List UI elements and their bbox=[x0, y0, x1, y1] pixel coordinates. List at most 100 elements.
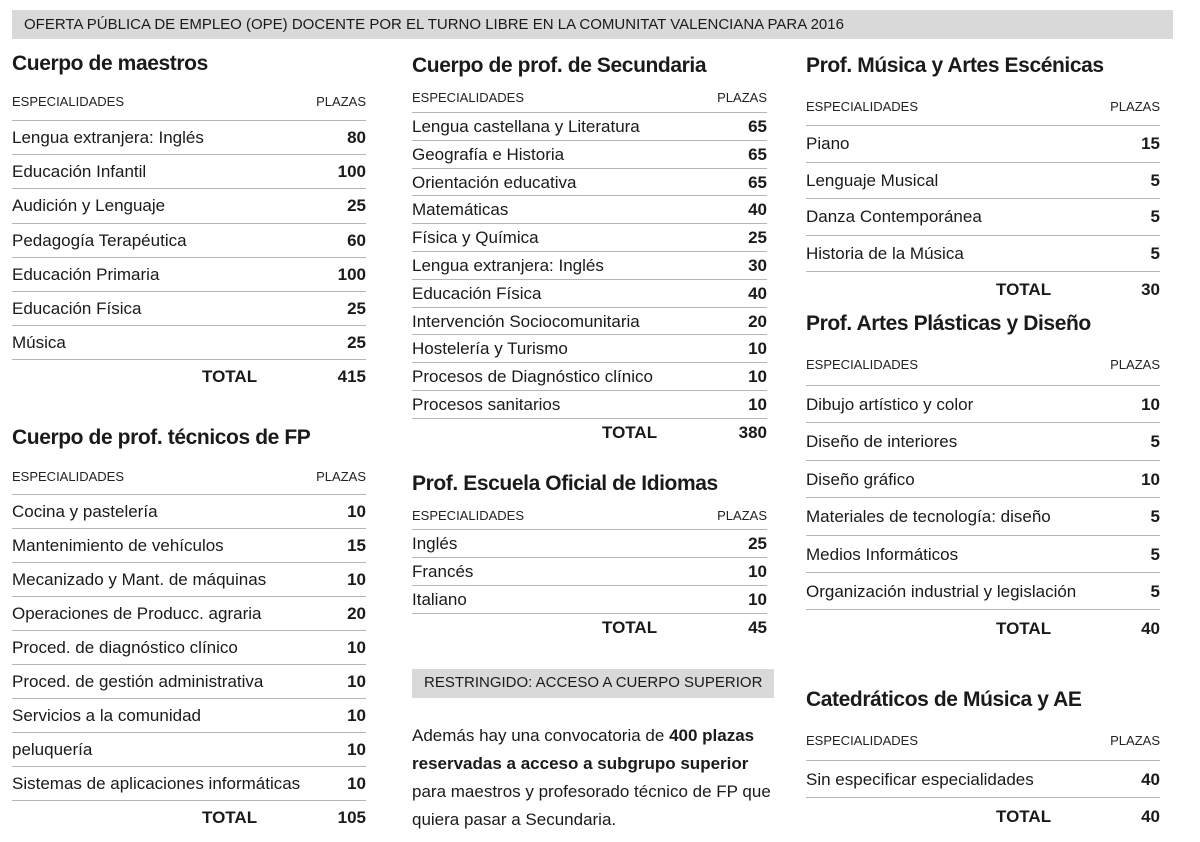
table-row: Educación Física 25 bbox=[12, 291, 366, 325]
row-label: Mantenimiento de vehículos bbox=[12, 536, 224, 555]
table-row: Diseño gráfico 10 bbox=[806, 459, 1160, 497]
row-label: Lengua castellana y Literatura bbox=[412, 117, 640, 136]
row-value: 10 bbox=[347, 706, 366, 725]
column-label: ESPECIALIDADES bbox=[412, 508, 524, 523]
table-row: Danza Contemporánea 5 bbox=[806, 198, 1160, 235]
column-label: PLAZAS bbox=[717, 508, 767, 523]
row-value: 25 bbox=[347, 196, 366, 216]
row-label: Pedagogía Terapéutica bbox=[12, 230, 187, 250]
column-label: PLAZAS bbox=[316, 94, 366, 109]
row-label: Lengua extranjera: Inglés bbox=[12, 128, 204, 147]
row-label: Diseño gráfico bbox=[806, 469, 915, 489]
row-label: Diseño de interiores bbox=[806, 432, 958, 452]
table-title: Cuerpo de prof. técnicos de FP bbox=[12, 426, 311, 449]
row-label: Dibujo artístico y color bbox=[806, 395, 974, 414]
row-label: Francés bbox=[412, 562, 474, 581]
table-title: Catedráticos de Música y AE bbox=[806, 688, 1082, 711]
table-row: Lengua extranjera: Inglés 80 bbox=[12, 120, 366, 154]
row-value: 15 bbox=[347, 536, 366, 555]
row-value: 5 bbox=[1150, 582, 1160, 601]
column-label: PLAZAS bbox=[316, 469, 366, 484]
table-row: Física y Química 25 bbox=[412, 223, 767, 251]
row-value: 10 bbox=[347, 570, 366, 589]
row-value: 10 bbox=[748, 339, 767, 359]
table-row: Mecanizado y Mant. de máquinas 10 bbox=[12, 562, 366, 596]
column-label: ESPECIALIDADES bbox=[806, 357, 918, 372]
table-row: Piano 15 bbox=[806, 125, 1160, 162]
table-row: Lenguaje Musical 5 bbox=[806, 161, 1160, 199]
table-row: Proced. de gestión administrativa 10 bbox=[12, 664, 366, 698]
column-label: PLAZAS bbox=[1110, 357, 1160, 372]
column-label: PLAZAS bbox=[1110, 733, 1160, 748]
row-label: Italiano bbox=[412, 590, 467, 609]
row-label: Inglés bbox=[412, 534, 458, 553]
row-value: 5 bbox=[1150, 507, 1160, 527]
row-label: Materiales de tecnología: diseño bbox=[806, 507, 1051, 527]
row-value: 5 bbox=[1150, 544, 1160, 564]
row-value: 5 bbox=[1150, 170, 1160, 190]
row-value: 15 bbox=[1141, 134, 1160, 153]
table-title: Cuerpo de maestros bbox=[12, 52, 208, 75]
row-label: Educación Física bbox=[12, 299, 142, 318]
row-value: 10 bbox=[748, 590, 767, 609]
total-row: TOTAL 415 bbox=[12, 359, 366, 393]
table-row: Inglés 25 bbox=[412, 529, 767, 557]
table-row: Educación Primaria 100 bbox=[12, 256, 366, 291]
table-row: Audición y Lenguaje 25 bbox=[12, 188, 366, 222]
table-row: Dibujo artístico y color 10 bbox=[806, 385, 1160, 422]
row-label: Educación Infantil bbox=[12, 162, 147, 182]
row-label: Geografía e Historia bbox=[412, 144, 565, 164]
table-row: Historia de la Música 5 bbox=[806, 234, 1160, 272]
table-row: Educación Infantil 100 bbox=[12, 154, 366, 188]
row-label: Servicios a la comunidad bbox=[12, 706, 201, 725]
row-label: Proced. de gestión administrativa bbox=[12, 672, 264, 691]
header-title: OFERTA PÚBLICA DE EMPLEO (OPE) DOCENTE P… bbox=[12, 10, 1173, 39]
row-label: Intervención Sociocomunitaria bbox=[412, 311, 640, 331]
total-label: TOTAL bbox=[996, 807, 1052, 826]
row-value: 100 bbox=[337, 264, 366, 284]
column-label: ESPECIALIDADES bbox=[412, 90, 524, 105]
table-title: Cuerpo de prof. de Secundaria bbox=[412, 54, 707, 77]
row-label: Procesos de Diagnóstico clínico bbox=[412, 367, 653, 387]
row-label: Piano bbox=[806, 134, 850, 153]
notice-segment: Además hay una convocatoria de bbox=[412, 726, 670, 745]
row-value: 25 bbox=[748, 228, 767, 248]
row-label: Sin especificar especialidades bbox=[806, 770, 1034, 789]
table-row: Procesos sanitarios 10 bbox=[412, 390, 767, 418]
row-value: 10 bbox=[347, 740, 366, 759]
row-label: Procesos sanitarios bbox=[412, 395, 561, 414]
row-value: 25 bbox=[748, 534, 767, 553]
row-label: Lenguaje Musical bbox=[806, 170, 939, 190]
total-label: TOTAL bbox=[602, 422, 658, 442]
row-value: 20 bbox=[748, 311, 767, 331]
column-label: PLAZAS bbox=[1110, 99, 1160, 114]
row-label: Audición y Lenguaje bbox=[12, 196, 166, 216]
table-row: Sin especificar especialidades 40 bbox=[806, 760, 1160, 797]
row-value: 65 bbox=[748, 144, 767, 164]
row-value: 30 bbox=[748, 256, 767, 275]
total-row: TOTAL 105 bbox=[12, 800, 366, 834]
total-value: 105 bbox=[337, 808, 366, 827]
row-label: Matemáticas bbox=[412, 200, 509, 220]
total-row: TOTAL 30 bbox=[806, 271, 1160, 308]
row-value: 20 bbox=[347, 604, 366, 623]
table-row: Mantenimiento de vehículos 15 bbox=[12, 528, 366, 562]
row-label: Proced. de diagnóstico clínico bbox=[12, 638, 238, 657]
notice-segment: para maestros y profesorado técnico de F… bbox=[412, 782, 771, 829]
row-value: 5 bbox=[1150, 243, 1160, 263]
table-row: Cocina y pastelería 10 bbox=[12, 494, 366, 528]
table-row: Pedagogía Terapéutica 60 bbox=[12, 222, 366, 257]
table-row: Música 25 bbox=[12, 325, 366, 359]
row-value: 10 bbox=[347, 502, 366, 521]
total-row: TOTAL 40 bbox=[806, 797, 1160, 834]
row-value: 5 bbox=[1150, 207, 1160, 227]
row-label: Danza Contemporánea bbox=[806, 207, 982, 227]
table-row: Geografía e Historia 65 bbox=[412, 139, 767, 168]
total-label: TOTAL bbox=[202, 808, 258, 827]
row-value: 10 bbox=[1141, 469, 1160, 489]
table-row: Orientación educativa 65 bbox=[412, 167, 767, 196]
column-label: ESPECIALIDADES bbox=[12, 469, 124, 484]
row-value: 10 bbox=[748, 562, 767, 581]
table-row: Servicios a la comunidad 10 bbox=[12, 698, 366, 732]
